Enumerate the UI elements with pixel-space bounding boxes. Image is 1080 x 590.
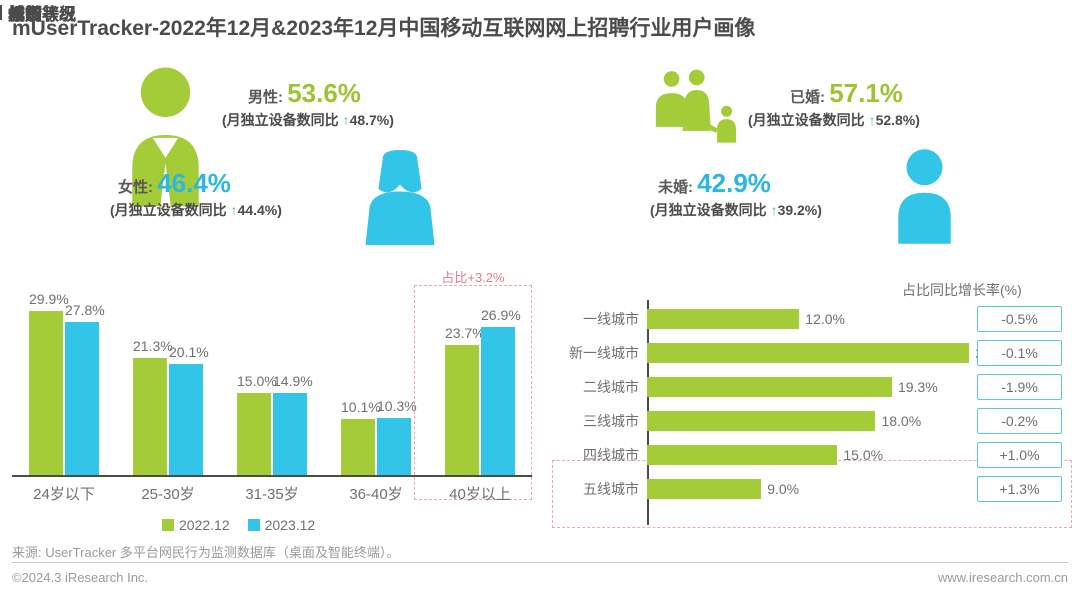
footer-copyright: ©2024.3 iResearch Inc. [12,570,148,585]
female-stat: 女性: 46.4% [118,168,231,199]
city-chart-title: 占比同比增长率(%) [902,280,1022,300]
city-bar-二线城市[interactable] [647,377,892,397]
age-bar-2023-36-40岁[interactable]: 10.3% [377,418,411,475]
age-legend-item-1: 2023.12 [248,517,316,533]
city-growth-新一线城市: -0.1% [977,340,1062,366]
married-sub-stat: (月独立设备数同比 ↑52.8%) [748,110,920,130]
city-row-5: 五线城市 9.0% +1.3% [552,472,1072,506]
female-icon [355,150,445,245]
footer-url: www.iresearch.com.cn [938,570,1068,585]
city-growth-三线城市: -0.2% [977,408,1062,434]
age-bar-2022-31-35岁[interactable]: 15.0% [237,393,271,476]
city-section-header: 城市等级 [0,0,76,25]
city-bar-三线城市[interactable] [647,411,875,431]
city-chart: 占比同比增长率(%) 一线城市12.0%-0.5%新一线城市25.4%-0.1%… [552,290,1072,530]
unmarried-stat: 未婚: 42.9% [658,168,771,199]
age-legend: 2022.12 2023.12 [162,517,333,533]
age-chart: 占比+3.2% 29.9% 27.8% 21.3% 20.1% 15.0% 14.9% 10… [12,285,532,535]
male-sub-stat: (月独立设备数同比 ↑48.7%) [222,110,394,130]
age-category-label-3: 36-40岁 [324,483,428,504]
city-growth-四线城市: +1.0% [977,442,1062,468]
married-stat: 已婚: 57.1% [790,78,903,109]
city-bar-五线城市[interactable] [647,479,761,499]
city-row-1: 新一线城市25.4%-0.1% [552,336,1072,370]
age-bar-2022-36-40岁[interactable]: 10.1% [341,419,375,475]
age-bars-row: 29.9% 27.8% 21.3% 20.1% 15.0% 14.9% 10.1% 10.3%… [12,310,532,475]
family-icon [648,68,758,158]
age-bar-2022-25-30岁[interactable]: 21.3% [133,358,167,475]
unmarried-man-icon [887,145,962,245]
age-bar-2023-25-30岁[interactable]: 20.1% [169,364,203,475]
city-row-2: 二线城市 19.3% -1.9% [552,370,1072,404]
age-category-labels: 24岁以下 25-30岁 31-35岁 36-40岁 40岁以上 [12,483,532,504]
age-bar-2022-40岁以上[interactable]: 23.7% [445,345,479,475]
age-legend-item-0: 2022.12 [162,517,230,533]
city-bar-一线城市[interactable] [647,309,799,329]
page-title: mUserTracker-2022年12月&2023年12月中国移动互联网网上招… [12,12,755,42]
age-group-1: 21.3% 20.1% [116,310,220,475]
city-bar-新一线城市[interactable] [647,343,969,363]
city-bar-四线城市[interactable] [647,445,837,465]
age-bar-2022-24岁以下[interactable]: 29.9% [29,311,63,475]
age-category-label-2: 31-35岁 [220,483,324,504]
city-growth-二线城市: -1.9% [977,374,1062,400]
age-bar-2023-24岁以下[interactable]: 27.8% [65,322,99,475]
age-highlight-label: 占比+3.2% [414,267,532,286]
age-group-0: 29.9% 27.8% [12,310,116,475]
city-row-3: 三线城市 18.0% -0.2% [552,404,1072,438]
male-stat: 男性: 53.6% [248,78,361,109]
city-rows: 一线城市12.0%-0.5%新一线城市25.4%-0.1%二线城市19.3%-1… [552,302,1072,506]
age-category-label-0: 24岁以下 [12,483,116,504]
footer-source: 来源: UserTracker 多平台网民行为监测数据库（桌面及智能终端）。 [12,542,399,561]
age-group-3: 10.1% 10.3% [324,310,428,475]
age-category-label-1: 25-30岁 [116,483,220,504]
age-bar-2023-31-35岁[interactable]: 14.9% [273,393,307,475]
city-growth-五线城市: +1.3% [977,476,1062,502]
age-group-4: 23.7% 26.9% [428,310,532,475]
age-bar-2023-40岁以上[interactable]: 26.9% [481,327,515,475]
city-growth-一线城市: -0.5% [977,306,1062,332]
unmarried-sub-stat: (月独立设备数同比 ↑39.2%) [650,200,822,220]
city-row-0: 一线城市 12.0% -0.5% [552,302,1072,336]
age-group-2: 15.0% 14.9% [220,310,324,475]
city-row-4: 四线城市 15.0% +1.0% [552,438,1072,472]
female-sub-stat: (月独立设备数同比 ↑44.4%) [110,200,282,220]
age-category-label-4: 40岁以上 [428,483,532,504]
